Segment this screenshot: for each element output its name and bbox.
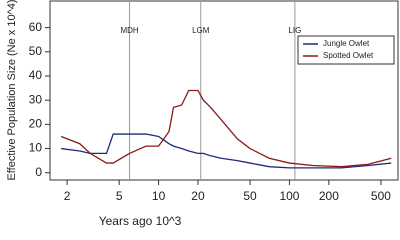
y-tick-label: 60 — [29, 20, 43, 34]
y-tick-label: 50 — [29, 44, 43, 58]
y-axis-label: Effective Population Size (Ne x 10^4) — [6, 0, 18, 181]
x-tick-label: 2 — [64, 189, 71, 203]
y-tick-label: 0 — [35, 165, 42, 179]
x-tick-label: 100 — [279, 189, 299, 203]
y-tick-label: 10 — [29, 141, 43, 155]
event-label: LGM — [192, 26, 210, 35]
y-tick-label: 40 — [29, 68, 43, 82]
legend-label: Spotted Owlet — [323, 51, 374, 60]
x-axis-label: Years ago 10^3 — [99, 214, 182, 228]
series-line — [60, 89, 392, 168]
series-line — [61, 133, 392, 169]
plot-frame — [49, 0, 399, 181]
x-tick-label: 500 — [371, 189, 391, 203]
y-tick-label: 30 — [29, 92, 43, 106]
event-label: LIG — [288, 26, 301, 35]
x-tick-label: 10 — [152, 189, 166, 203]
x-tick-label: 20 — [191, 189, 205, 203]
legend-box — [297, 35, 395, 65]
legend-label: Jungle Owlet — [323, 39, 370, 48]
x-tick-label: 200 — [319, 189, 339, 203]
y-tick-label: 20 — [29, 117, 43, 131]
x-tick-label: 50 — [243, 189, 257, 203]
x-tick-label: 5 — [116, 189, 123, 203]
event-label: MDH — [120, 26, 138, 35]
